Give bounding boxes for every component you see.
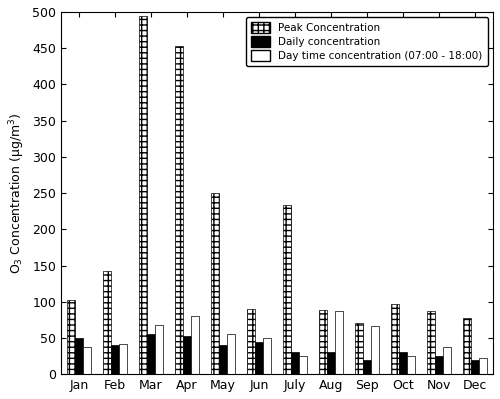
Bar bbox=[191, 316, 199, 374]
Bar bbox=[391, 304, 399, 374]
Bar bbox=[119, 344, 127, 374]
Bar bbox=[335, 311, 343, 374]
Bar bbox=[83, 347, 91, 374]
Bar bbox=[263, 338, 271, 374]
Bar bbox=[407, 356, 415, 374]
Bar bbox=[319, 310, 327, 374]
Bar bbox=[363, 360, 371, 374]
Bar bbox=[211, 193, 219, 374]
Bar bbox=[67, 300, 75, 374]
Bar bbox=[111, 345, 119, 374]
Bar bbox=[355, 324, 363, 374]
Bar bbox=[291, 352, 299, 374]
Bar bbox=[327, 352, 335, 374]
Y-axis label: O$_3$ Concentration (μg/m$^3$): O$_3$ Concentration (μg/m$^3$) bbox=[7, 113, 26, 274]
Bar bbox=[399, 352, 407, 374]
Bar bbox=[479, 358, 487, 374]
Bar bbox=[435, 356, 443, 374]
Bar bbox=[371, 326, 379, 374]
Bar bbox=[255, 342, 263, 374]
Bar bbox=[283, 205, 291, 374]
Bar bbox=[183, 336, 191, 374]
Bar bbox=[155, 325, 163, 374]
Bar bbox=[463, 318, 471, 374]
Bar bbox=[427, 311, 435, 374]
Bar bbox=[299, 356, 307, 374]
Bar bbox=[443, 348, 451, 374]
Bar bbox=[219, 345, 227, 374]
Bar bbox=[247, 309, 255, 374]
Bar bbox=[139, 16, 147, 374]
Bar bbox=[103, 271, 111, 374]
Bar bbox=[75, 338, 83, 374]
Legend: Peak Concentration, Daily concentration, Day time concentration (07:00 - 18:00): Peak Concentration, Daily concentration,… bbox=[246, 17, 488, 66]
Bar bbox=[147, 334, 155, 374]
Bar bbox=[175, 46, 183, 374]
Bar bbox=[227, 334, 235, 374]
Bar bbox=[471, 360, 479, 374]
